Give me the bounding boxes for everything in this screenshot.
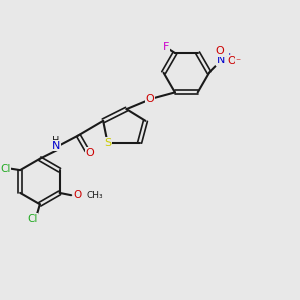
Text: N: N	[52, 141, 60, 151]
Text: O: O	[227, 56, 236, 66]
Text: O: O	[216, 46, 224, 56]
Text: O: O	[85, 148, 94, 158]
Text: +: +	[225, 52, 232, 61]
Text: N: N	[217, 56, 225, 65]
Text: O: O	[74, 190, 82, 200]
Text: F: F	[163, 42, 169, 52]
Text: Cl: Cl	[0, 164, 11, 174]
Text: O: O	[146, 94, 154, 104]
Text: Cl: Cl	[27, 214, 38, 224]
Text: S: S	[104, 138, 111, 148]
Text: ⁻: ⁻	[236, 58, 241, 68]
Text: CH₃: CH₃	[87, 191, 104, 200]
Text: H: H	[52, 136, 60, 146]
